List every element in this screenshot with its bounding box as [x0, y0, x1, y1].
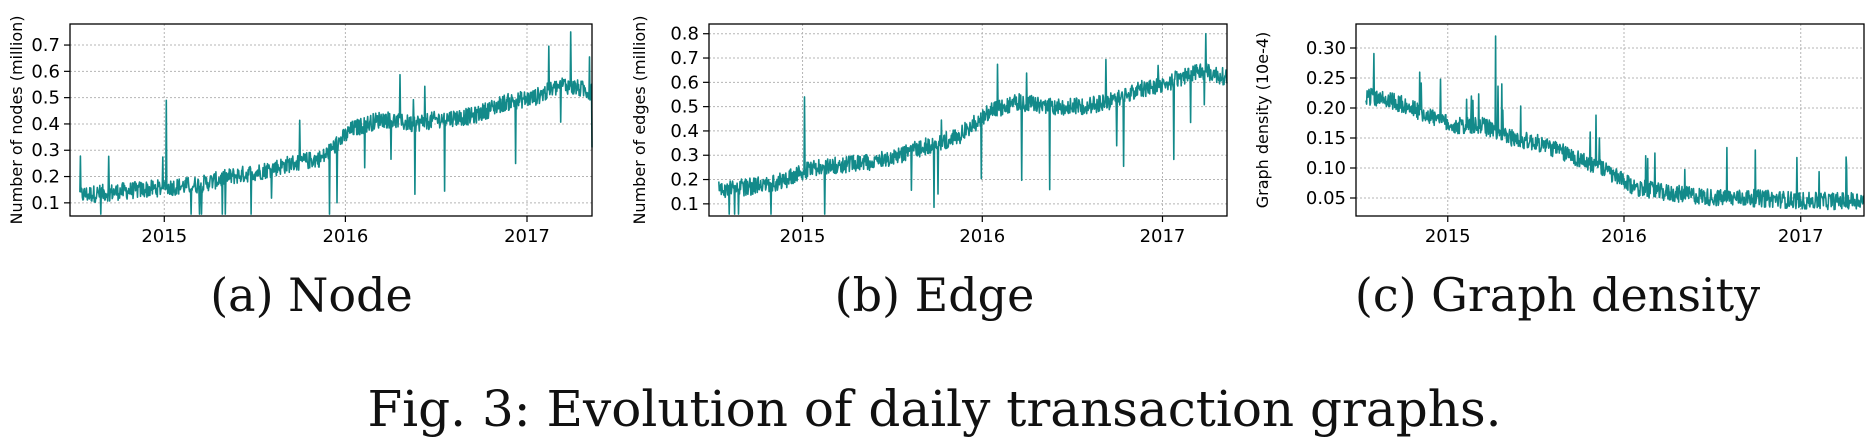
y-tick-label: 0.7 [670, 48, 699, 69]
x-tick-label: 2017 [504, 226, 550, 247]
y-tick-label: 0.4 [31, 114, 60, 135]
y-tick-label: 0.10 [1306, 158, 1346, 179]
x-tick-label: 2015 [141, 226, 187, 247]
y-tick-label: 0.5 [31, 88, 60, 109]
y-axis-title: Number of nodes (million) [7, 16, 26, 225]
y-tick-label: 0.5 [670, 97, 699, 118]
panel-caption-edge: (b) Edge [834, 268, 1035, 322]
x-tick-label: 2015 [1425, 226, 1471, 247]
panel-caption-density: (c) Graph density [1354, 268, 1761, 322]
plot-frame [708, 23, 1228, 217]
y-axis-title: Graph density (10e-4) [1253, 32, 1272, 209]
series-line-density [1365, 35, 1865, 211]
series-line-edge [718, 32, 1228, 215]
y-tick-label: 0.05 [1306, 188, 1346, 209]
x-tick-label: 2016 [959, 226, 1005, 247]
series-line-node [79, 31, 593, 215]
y-tick-label: 0.25 [1306, 68, 1346, 89]
y-tick-label: 0.6 [31, 61, 60, 82]
y-tick-label: 0.6 [670, 72, 699, 93]
y-tick-label: 0.15 [1306, 128, 1346, 149]
y-tick-label: 0.1 [670, 194, 699, 215]
y-tick-label: 0.30 [1306, 38, 1346, 59]
y-tick-label: 0.7 [31, 35, 60, 56]
y-tick-label: 0.2 [31, 167, 60, 188]
y-tick-label: 0.8 [670, 24, 699, 45]
chart-edge-svg: 0.1 0.2 0.3 0.4 0.5 0.6 0.7 0.8 2015 2016 2017 Numb… [630, 15, 1228, 247]
x-tick-label: 2017 [1140, 226, 1186, 247]
x-tick-label: 2016 [1601, 226, 1647, 247]
panel-caption-node: (a) Node [210, 268, 413, 322]
chart-density-svg: 0.05 0.10 0.15 0.20 0.25 0.30 2015 2016 2017 Grap… [1253, 23, 1865, 247]
y-tick-label: 0.20 [1306, 98, 1346, 119]
x-tick-label: 2016 [322, 226, 368, 247]
chart-node-svg: 0.1 0.2 0.3 0.4 0.5 0.6 0.7 2015 2016 2017 Number … [7, 16, 593, 247]
y-tick-label: 0.2 [670, 170, 699, 191]
plot-frame [1355, 23, 1865, 217]
plot-frame [69, 23, 593, 217]
x-tick-label: 2017 [1778, 226, 1824, 247]
y-tick-label: 0.1 [31, 193, 60, 214]
figure-caption: Fig. 3: Evolution of daily transaction g… [367, 380, 1502, 438]
y-tick-label: 0.4 [670, 121, 699, 142]
y-tick-label: 0.3 [31, 140, 60, 161]
y-axis-title: Number of edges (million) [630, 15, 649, 224]
y-tick-label: 0.3 [670, 145, 699, 166]
x-tick-label: 2015 [780, 226, 826, 247]
